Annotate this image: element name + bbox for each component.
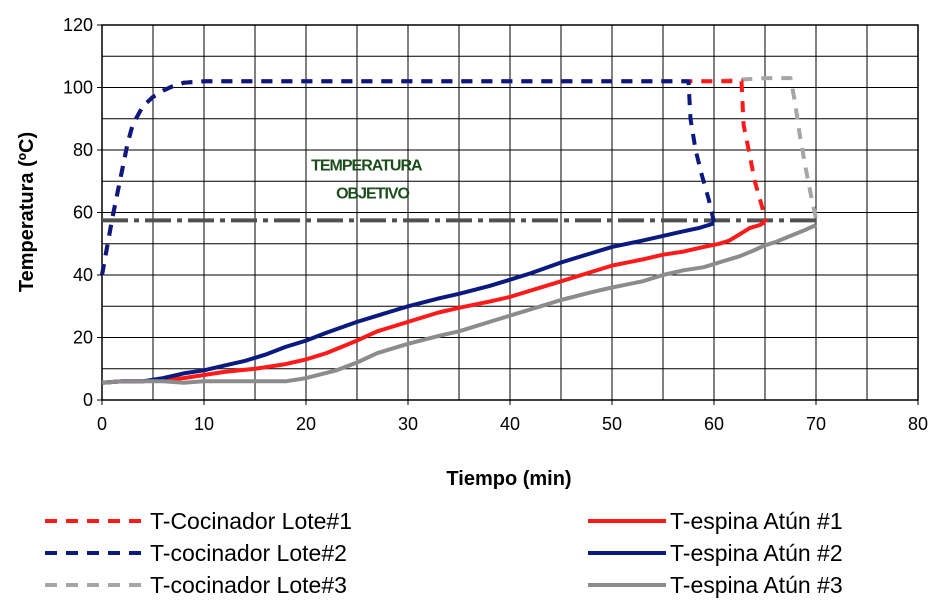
annotation-line-1: TEMPERATURA <box>311 157 423 174</box>
x-tick-label: 20 <box>296 414 316 434</box>
x-tick-label: 40 <box>500 414 520 434</box>
x-tick-label: 30 <box>398 414 418 434</box>
series-line-4 <box>101 220 767 385</box>
legend: T-Cocinador Lote#1 T-cocinador Lote#2 T-co… <box>45 508 843 598</box>
legend-label-2: T-cocinador Lote#2 <box>150 540 347 566</box>
x-tick-label: 70 <box>806 414 826 434</box>
series-line-2 <box>100 79 716 276</box>
annotation: TEMPERATURA OBJETIVO <box>311 157 424 202</box>
series-line-5 <box>101 221 715 385</box>
series-line-6 <box>101 223 817 385</box>
y-tick-label: 80 <box>73 140 93 160</box>
annotation-line-2: OBJETIVO <box>336 185 409 202</box>
legend-label-1: T-Cocinador Lote#1 <box>150 508 352 534</box>
x-tick-label: 10 <box>194 414 214 434</box>
y-axis-label: Temperatura (ºC) <box>16 132 38 292</box>
y-tick-label: 20 <box>73 328 93 348</box>
x-tick-label: 50 <box>602 414 622 434</box>
x-tick-label: 60 <box>704 414 724 434</box>
grid <box>101 24 919 401</box>
y-tick-label: 60 <box>73 203 93 223</box>
x-tick-label: 0 <box>97 414 107 434</box>
y-tick-label: 40 <box>73 265 93 285</box>
y-tick-label: 0 <box>83 390 93 410</box>
tick-labels: 0 10 20 30 40 50 60 70 80 0 20 40 60 80 100 120 <box>63 15 928 434</box>
series-group <box>100 76 818 385</box>
legend-label-6: T-espina Atún #3 <box>670 572 843 598</box>
x-tick-label: 80 <box>908 414 928 434</box>
legend-label-5: T-espina Atún #2 <box>670 540 843 566</box>
y-tick-label: 100 <box>63 78 93 98</box>
legend-label-3: T-cocinador Lote#3 <box>150 572 347 598</box>
y-tick-label: 120 <box>63 15 93 35</box>
x-axis-label: Tiempo (min) <box>446 468 571 490</box>
legend-label-4: T-espina Atún #1 <box>670 508 843 534</box>
